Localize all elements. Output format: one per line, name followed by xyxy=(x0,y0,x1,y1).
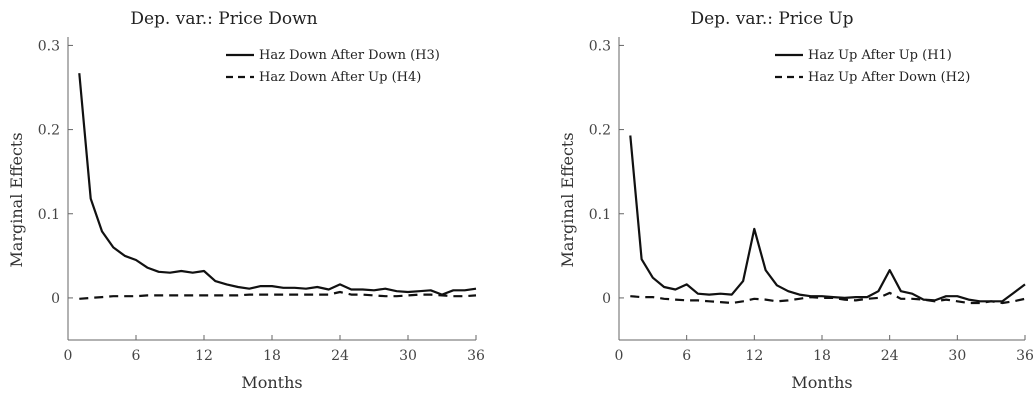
x-tick-label: 18 xyxy=(263,348,281,364)
series-group xyxy=(629,135,1026,305)
x-tick-label: 0 xyxy=(615,348,624,364)
x-tick-label: 24 xyxy=(881,348,899,364)
tick-group: 0 6 12 18 24 30 36 0 0.1 0.2 0.3 xyxy=(589,37,1034,364)
x-tick-label: 6 xyxy=(132,348,141,364)
y-tick-label: 0.3 xyxy=(589,38,611,54)
legend-label: Haz Down After Up (H4) xyxy=(259,70,421,85)
x-axis-label: Months xyxy=(241,373,302,392)
x-tick-label: 36 xyxy=(467,348,485,364)
y-tick-label: 0.1 xyxy=(38,207,60,223)
legend-label: Haz Up After Up (H1) xyxy=(808,48,952,63)
panel-price-down: Dep. var.: Price Down Months Marginal Ef… xyxy=(7,9,485,392)
x-tick-label: 0 xyxy=(64,348,73,364)
series-line-solid xyxy=(629,135,1026,303)
y-axis-label: Marginal Effects xyxy=(558,132,577,267)
y-tick-label: 0.3 xyxy=(38,38,60,54)
legend-label: Haz Down After Down (H3) xyxy=(259,48,440,63)
y-tick-label: 0.2 xyxy=(38,123,60,139)
chart-title: Dep. var.: Price Up xyxy=(690,9,853,29)
tick-group: 0 6 12 18 24 30 36 0 0.1 0.2 0.3 xyxy=(38,37,485,364)
x-tick-label: 6 xyxy=(682,348,691,364)
x-tick-label: 12 xyxy=(195,348,213,364)
series-line-dashed xyxy=(630,291,1026,305)
series-group xyxy=(78,73,477,300)
x-tick-label: 18 xyxy=(813,348,831,364)
series-line-dashed xyxy=(79,290,477,300)
legend: Haz Up After Up (H1) Haz Up After Down (H… xyxy=(775,48,970,85)
x-tick-label: 12 xyxy=(745,348,763,364)
legend: Haz Down After Down (H3) Haz Down After U… xyxy=(226,48,440,85)
x-tick-label: 30 xyxy=(948,348,966,364)
x-tick-label: 30 xyxy=(399,348,417,364)
x-tick-label: 36 xyxy=(1016,348,1034,364)
x-axis-label: Months xyxy=(791,373,852,392)
y-axis-label: Marginal Effects xyxy=(7,132,26,267)
y-tick-label: 0 xyxy=(602,291,611,307)
chart-title: Dep. var.: Price Down xyxy=(130,9,317,29)
y-tick-label: 0.1 xyxy=(589,207,611,223)
y-tick-label: 0.2 xyxy=(589,123,611,139)
y-tick-label: 0 xyxy=(51,291,60,307)
x-tick-label: 24 xyxy=(331,348,349,364)
panel-price-up: Dep. var.: Price Up Months Marginal Effe… xyxy=(558,9,1034,392)
series-line-solid xyxy=(78,73,477,296)
legend-label: Haz Up After Down (H2) xyxy=(808,70,970,85)
